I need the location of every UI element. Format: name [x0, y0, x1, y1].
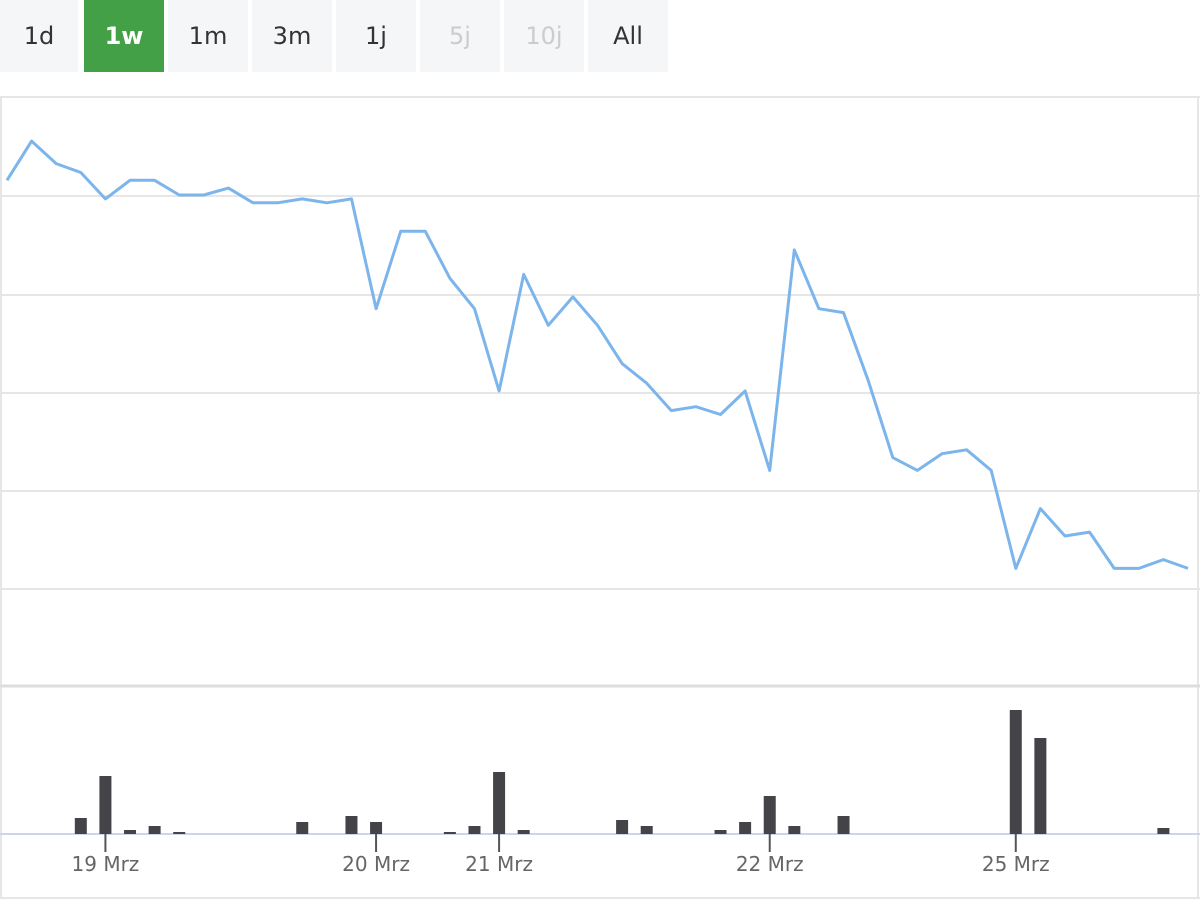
- volume-bar: [1009, 710, 1022, 834]
- x-tick-label: 22 Mrz: [736, 852, 804, 876]
- range-button[interactable]: 1w: [84, 0, 164, 72]
- volume-bar: [517, 830, 530, 834]
- volume-bar: [616, 820, 629, 834]
- range-button[interactable]: 1j: [336, 0, 416, 72]
- volume-bar: [370, 822, 383, 834]
- volume-bar: [124, 830, 137, 834]
- volume-bar: [788, 826, 801, 834]
- volume-bar: [739, 822, 752, 834]
- x-tick-label: 19 Mrz: [72, 852, 140, 876]
- x-tick-label: 21 Mrz: [465, 852, 533, 876]
- volume-bar: [296, 822, 309, 834]
- range-button[interactable]: 1d: [0, 0, 78, 72]
- range-button[interactable]: 1m: [168, 0, 248, 72]
- volume-bar: [837, 816, 850, 834]
- volume-bar: [74, 818, 87, 834]
- volume-bar: [763, 796, 776, 834]
- price-line: [5, 139, 1189, 570]
- volume-bar: [640, 826, 653, 834]
- frame: [0, 96, 1200, 899]
- volume-bar: [493, 772, 506, 834]
- volume-bar: [173, 832, 186, 834]
- x-tick-label: 20 Mrz: [342, 852, 410, 876]
- volume-bar: [1034, 738, 1047, 834]
- volume-bar: [468, 826, 481, 834]
- range-button[interactable]: All: [588, 0, 668, 72]
- volume-bar: [443, 832, 456, 834]
- volume-bar: [99, 776, 112, 834]
- volume-bar: [345, 816, 358, 834]
- volume-bar: [1157, 828, 1170, 834]
- range-button: 5j: [420, 0, 500, 72]
- range-button: 10j: [504, 0, 584, 72]
- range-button[interactable]: 3m: [252, 0, 332, 72]
- volume-bar: [148, 826, 161, 834]
- x-tick-label: 25 Mrz: [982, 852, 1050, 876]
- volume-bar: [714, 830, 727, 834]
